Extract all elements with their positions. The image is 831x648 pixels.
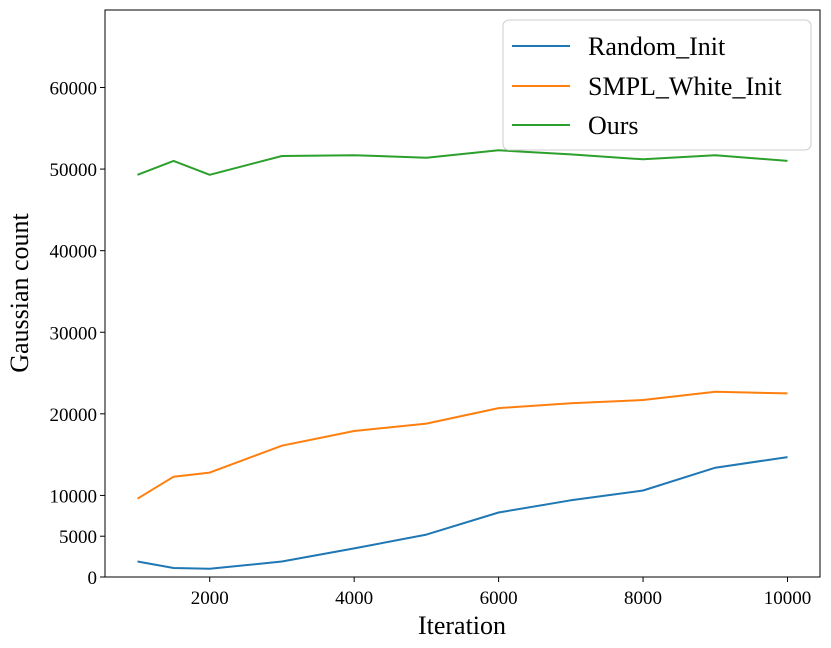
legend: Random_Init SMPL_White_Init Ours bbox=[502, 19, 812, 151]
y-tick-label: 5000 bbox=[59, 527, 97, 548]
x-axis-label: Iteration bbox=[418, 611, 506, 640]
series-line-random-init bbox=[137, 456, 788, 570]
plot-frame bbox=[104, 9, 821, 578]
y-tick-label: 60000 bbox=[50, 79, 98, 100]
x-tick-label: 4000 bbox=[335, 588, 373, 609]
y-tick-label: 40000 bbox=[50, 242, 98, 263]
legend-label-ours: Ours bbox=[588, 111, 639, 140]
y-axis-label: Gaussian count bbox=[5, 212, 34, 372]
series-line-ours bbox=[137, 149, 788, 176]
x-tick-label: 6000 bbox=[480, 588, 518, 609]
legend-label-random-init: Random_Init bbox=[588, 32, 726, 61]
y-tick-label: 10000 bbox=[50, 486, 98, 507]
y-tick-label: 30000 bbox=[50, 323, 98, 344]
series-lines bbox=[136, 149, 788, 570]
y-tick-label: 0 bbox=[88, 568, 98, 589]
x-tick-label: 8000 bbox=[624, 588, 662, 609]
legend-box bbox=[502, 19, 812, 151]
x-tick-label: 2000 bbox=[191, 588, 229, 609]
x-tick-label: 10000 bbox=[764, 588, 812, 609]
legend-label-smpl-white-init: SMPL_White_Init bbox=[588, 72, 782, 101]
y-tick-label: 20000 bbox=[50, 405, 98, 426]
axis-ticks: 2000 4000 6000 8000 10000 0 5000 10000 20000 3000… bbox=[50, 79, 812, 609]
y-tick-label: 50000 bbox=[50, 160, 98, 181]
series-line-smpl-white-init bbox=[136, 390, 788, 500]
